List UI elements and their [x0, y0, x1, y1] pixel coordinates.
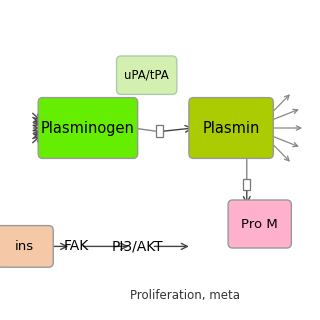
FancyBboxPatch shape [0, 226, 53, 267]
Text: Plasminogen: Plasminogen [41, 121, 135, 135]
Text: Proliferation, meta: Proliferation, meta [130, 290, 240, 302]
Text: Pro M: Pro M [241, 218, 278, 230]
Text: Plasmin: Plasmin [202, 121, 260, 135]
Text: FAK: FAK [63, 239, 89, 253]
FancyBboxPatch shape [116, 56, 177, 94]
Text: uPA/tPA: uPA/tPA [124, 69, 169, 82]
Bar [243, 179, 250, 190]
FancyBboxPatch shape [189, 98, 273, 158]
Bar [156, 125, 163, 137]
FancyBboxPatch shape [228, 200, 292, 248]
Text: ins: ins [15, 240, 34, 253]
FancyBboxPatch shape [38, 98, 138, 158]
Text: PI3/AKT: PI3/AKT [112, 239, 164, 253]
